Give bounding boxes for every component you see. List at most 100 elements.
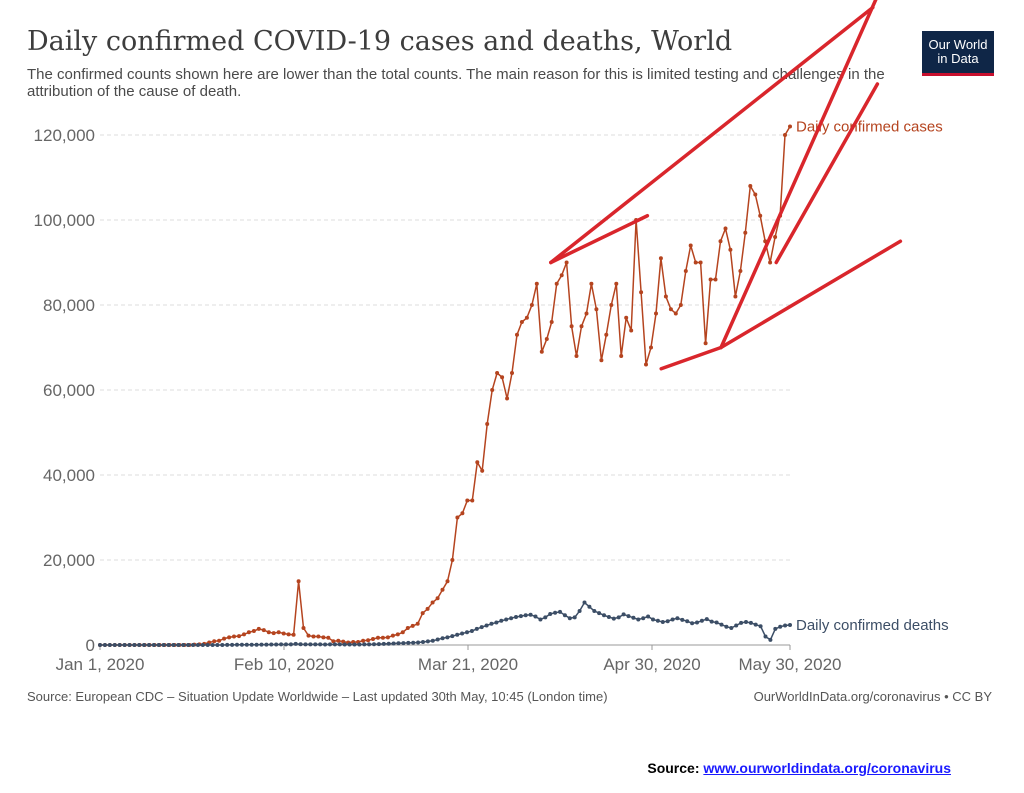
deaths-point: [298, 642, 303, 647]
cases-point: [390, 633, 395, 638]
deaths-point: [509, 616, 514, 621]
deaths-point: [235, 642, 239, 647]
owid-logo[interactable]: Our World in Data: [922, 31, 994, 76]
deaths-point: [323, 642, 328, 647]
cases-point: [376, 635, 380, 640]
deaths-point: [107, 643, 112, 647]
cases-point: [361, 638, 366, 643]
cases-point: [505, 396, 510, 401]
deaths-point: [225, 642, 230, 647]
deaths-point: [244, 642, 249, 647]
deaths-point: [479, 625, 484, 630]
y-axis: 0 20,000 40,000 60,000 80,000 100,000 120,000: [34, 126, 95, 655]
cases-line: [100, 126, 791, 646]
deaths-point: [577, 609, 582, 613]
deaths-point: [543, 615, 548, 620]
deaths-point: [582, 600, 587, 605]
deaths-point: [489, 621, 494, 626]
deaths-point: [592, 609, 597, 613]
deaths-point: [313, 642, 318, 647]
annotation-layer: [549, 0, 903, 371]
deaths-point: [122, 643, 127, 647]
deaths-point: [386, 641, 391, 646]
cases-point: [475, 460, 480, 465]
deaths-label: Daily confirmed deaths: [796, 617, 949, 634]
cases-point: [217, 638, 222, 643]
deaths-point: [734, 623, 739, 628]
cases-label: Daily confirmed cases: [796, 119, 943, 136]
deaths-point: [416, 640, 421, 645]
y-tick-label: 60,000: [43, 381, 95, 400]
cases-point: [306, 633, 311, 638]
deaths-point: [655, 618, 660, 623]
cases-point: [425, 606, 430, 611]
cases-point: [544, 337, 549, 341]
source-line: Source: European CDC – Situation Update …: [27, 689, 608, 704]
deaths-point: [499, 618, 504, 623]
cases-point: [281, 631, 286, 636]
deaths-point: [460, 631, 465, 636]
deaths-point: [347, 642, 352, 647]
deaths-point: [337, 642, 342, 647]
deaths-point: [303, 642, 308, 647]
deaths-point: [695, 620, 699, 625]
cases-point: [773, 235, 778, 239]
deaths-point: [714, 620, 719, 625]
cases-point: [564, 260, 569, 265]
deaths-point: [660, 620, 665, 624]
deaths-point: [474, 626, 479, 631]
deaths-point: [112, 643, 117, 647]
deaths-point: [636, 617, 641, 622]
deaths-point: [719, 622, 724, 627]
deaths-point: [724, 624, 729, 629]
deaths-point: [748, 620, 753, 625]
series-layer: Daily confirmed cases Daily confirmed dea…: [98, 119, 949, 647]
cases-point: [445, 579, 450, 584]
cases-point: [594, 307, 599, 312]
cases-point: [743, 230, 748, 235]
deaths-point: [117, 643, 122, 647]
deaths-point: [186, 643, 191, 647]
cases-point: [222, 636, 227, 641]
y-tick-label: 20,000: [43, 551, 95, 570]
deaths-point: [587, 604, 592, 609]
deaths-point: [435, 637, 440, 642]
x-axis: Jan 1, 2020 Feb 10, 2020 Mar 21, 2020 Apr 3…: [56, 644, 842, 674]
cases-point: [668, 307, 673, 312]
deaths-point: [484, 623, 489, 628]
cases-point: [251, 629, 256, 633]
deaths-point: [445, 635, 450, 640]
deaths-point: [606, 615, 611, 619]
cases-point: [683, 269, 688, 273]
cases-point: [246, 630, 251, 635]
footer-source-link[interactable]: www.ourworldindata.org/coronavirus: [703, 760, 951, 776]
cases-point: [291, 632, 296, 637]
deaths-point: [455, 632, 460, 637]
cases-point: [232, 634, 236, 639]
deaths-point: [102, 643, 107, 647]
license-link[interactable]: OurWorldInData.org/coronavirus • CC BY: [753, 689, 992, 704]
deaths-point: [651, 617, 655, 622]
cases-point: [529, 303, 534, 307]
cases-point: [599, 358, 604, 363]
footer-source: Source: www.ourworldindata.org/coronavir…: [647, 760, 951, 776]
deaths-point: [768, 637, 773, 642]
cases-point: [410, 623, 415, 628]
deaths-point: [753, 622, 758, 627]
x-tick-label: Feb 10, 2020: [234, 655, 334, 674]
cases-point: [673, 311, 678, 316]
deaths-point: [680, 617, 685, 622]
deaths-point: [274, 642, 279, 647]
cases-point: [415, 621, 420, 626]
deaths-point: [602, 613, 606, 618]
cases-point: [783, 133, 787, 137]
cases-point: [708, 277, 713, 282]
deaths-point: [518, 614, 523, 619]
deaths-point: [146, 643, 151, 647]
cases-point: [500, 375, 505, 380]
deaths-point: [308, 642, 313, 647]
deaths-point: [567, 616, 572, 621]
cases-point: [663, 294, 668, 299]
cases-point: [758, 213, 763, 218]
cases-point: [331, 639, 336, 644]
